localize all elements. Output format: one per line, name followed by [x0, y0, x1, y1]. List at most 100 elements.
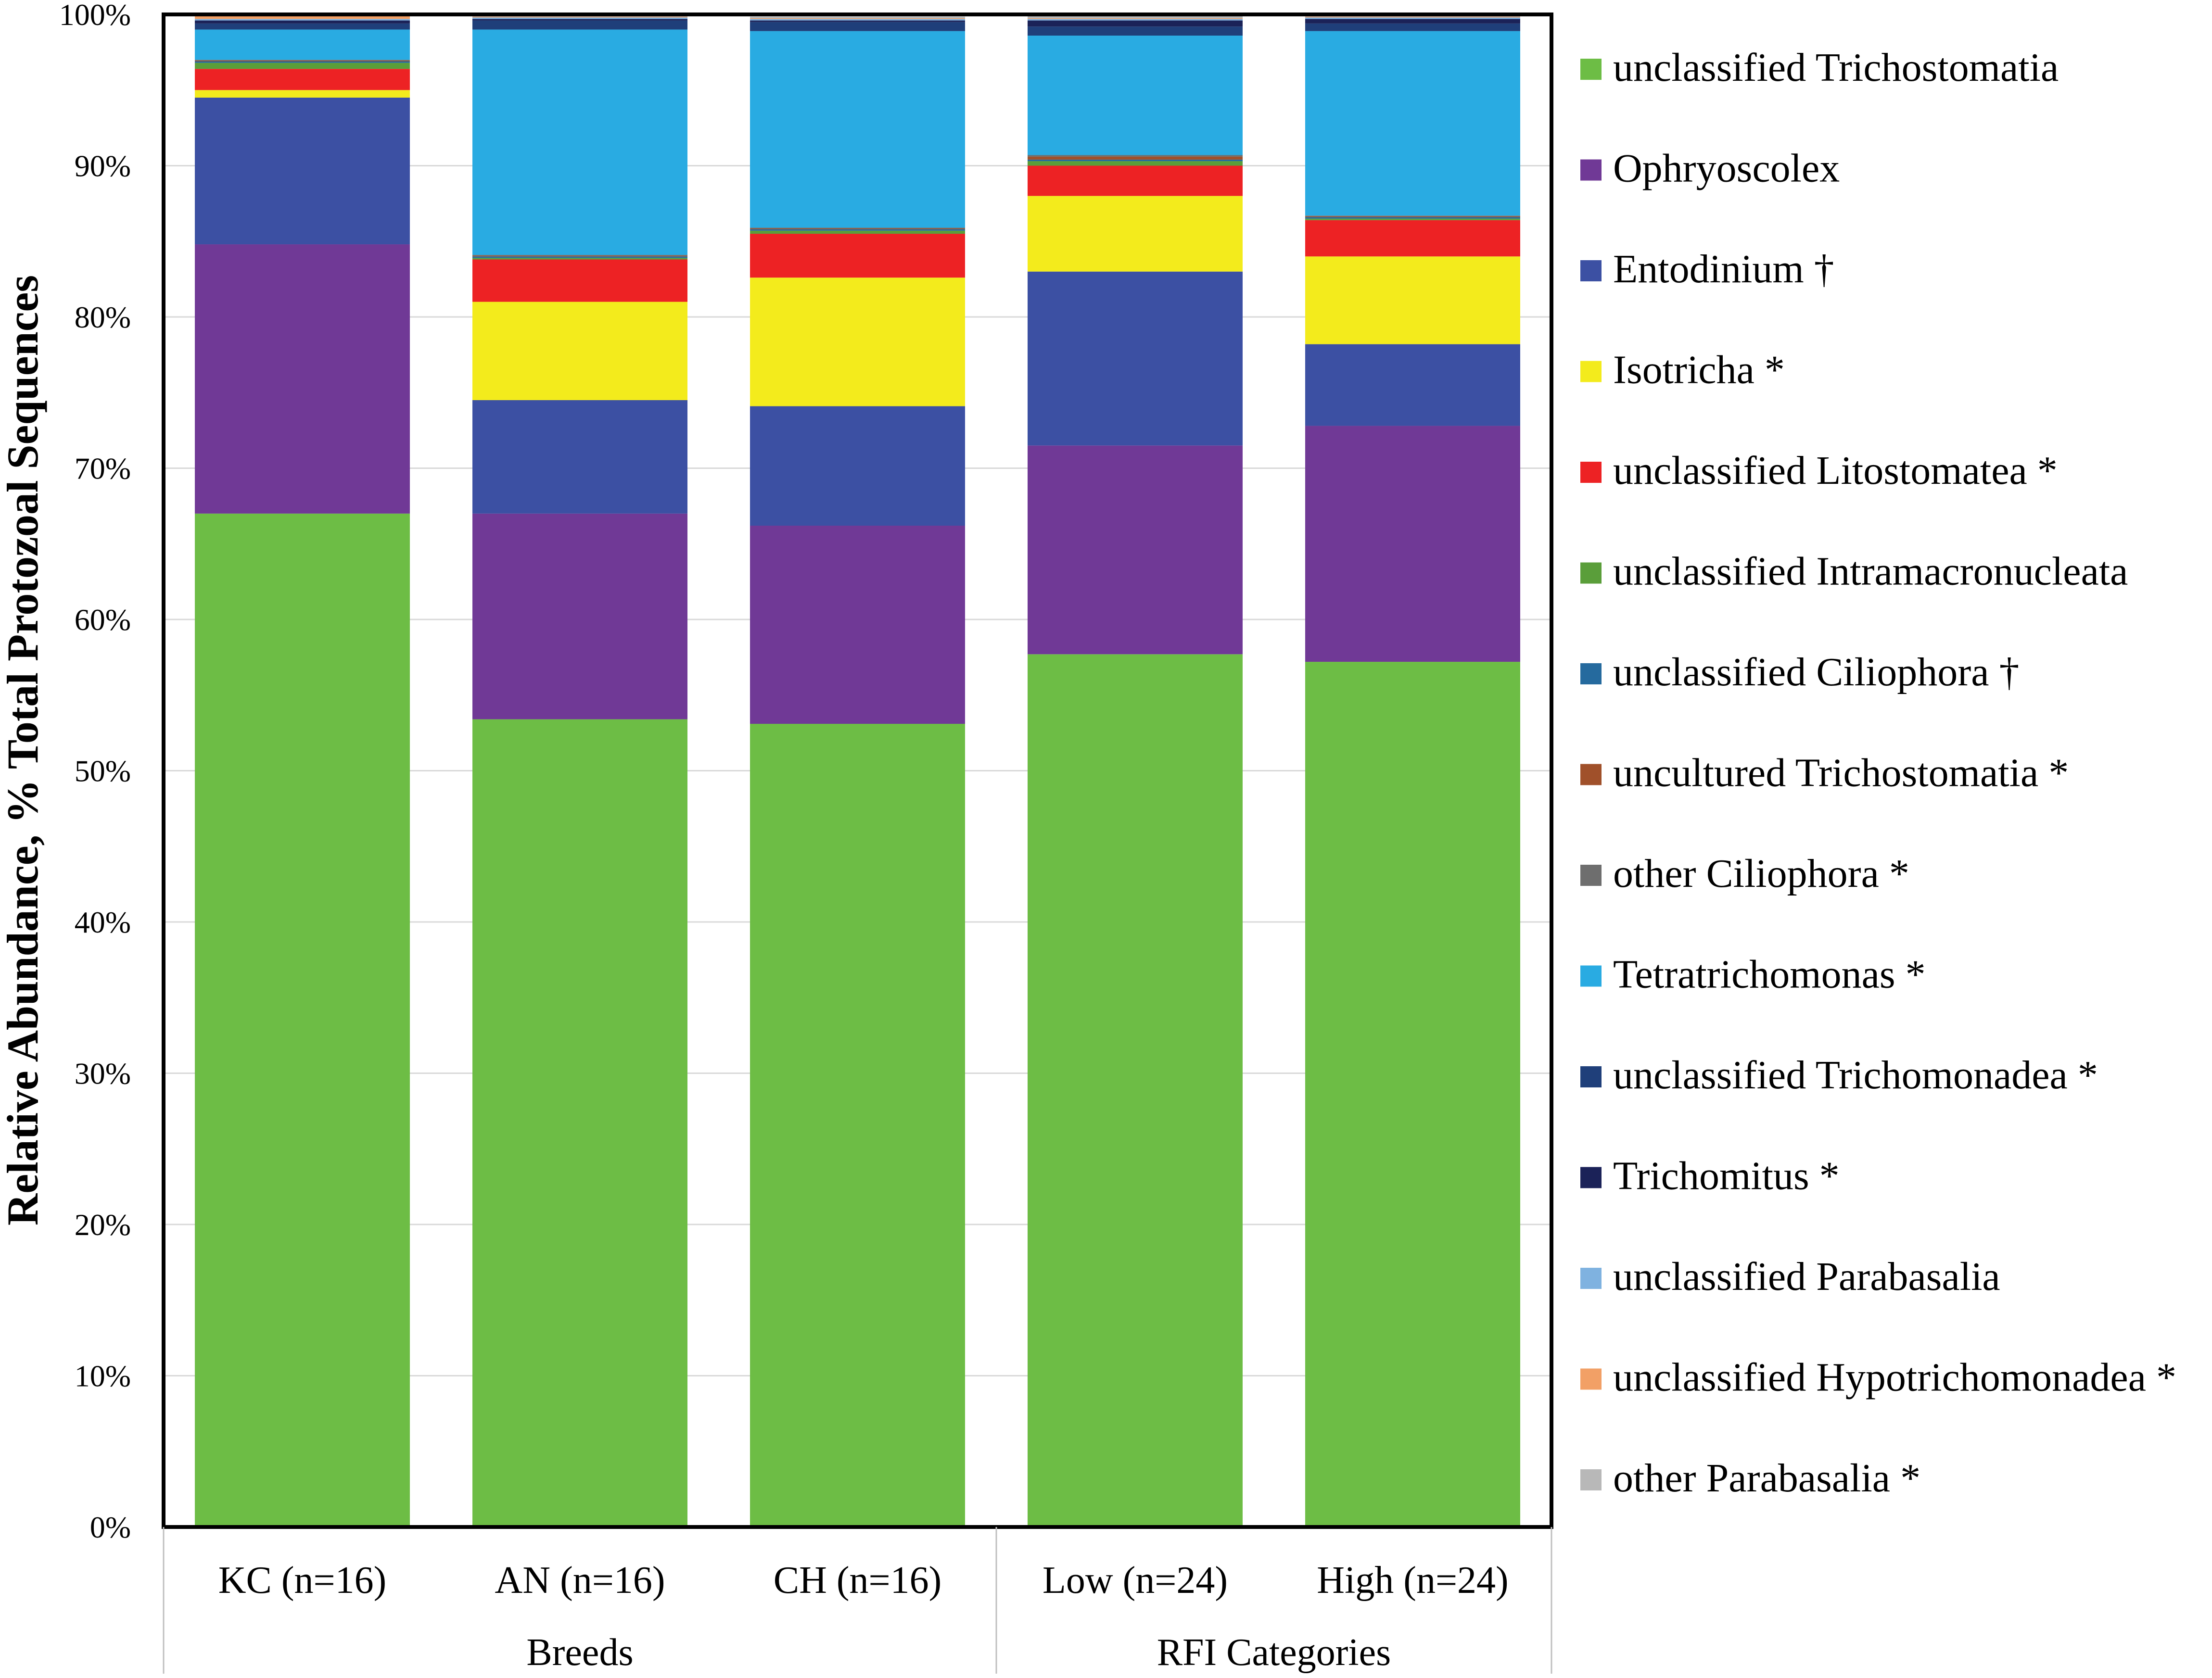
bar-segment-isotricha — [1305, 256, 1520, 344]
bar-segment-unclassified-trichostomatia — [195, 513, 410, 1527]
y-tick-label: 30% — [75, 1057, 131, 1091]
legend-label: Ophryoscolex — [1613, 146, 1840, 191]
bar-segment-trichomitus — [472, 19, 687, 21]
bar-segment-isotricha — [1028, 196, 1243, 272]
bars — [195, 14, 1520, 1527]
bar-segment-unclassified-hypotrichomonadea — [472, 16, 687, 18]
legend-swatch-other-ciliophora — [1580, 865, 1602, 886]
bar-segment-unclassified-parabasalia — [1028, 19, 1243, 21]
bar-segment-entodinium — [1028, 271, 1243, 446]
y-tick-label: 0% — [90, 1510, 131, 1544]
y-tick-label: 80% — [75, 300, 131, 334]
legend-label: other Parabasalia * — [1613, 1456, 1920, 1501]
bar-segment-unclassified-trichostomatia — [750, 724, 965, 1527]
legend-label: Entodinium † — [1613, 247, 1834, 291]
bar-segment-entodinium — [472, 400, 687, 514]
legend-label: Trichomitus * — [1613, 1154, 1840, 1199]
bar-segment-other-ciliophora — [472, 255, 687, 256]
axes — [162, 13, 1553, 1674]
x-category-label: Low (n=24) — [1042, 1559, 1228, 1602]
bar-segment-tetratrichomonas — [1305, 31, 1520, 216]
bar-segment-entodinium — [750, 406, 965, 526]
legend-label: unclassified Parabasalia — [1613, 1254, 2000, 1299]
bar-segment-uncultured-trichostomatia — [472, 255, 687, 257]
bar-segment-unclassified-ciliophora — [472, 256, 687, 258]
bar-segment-isotricha — [472, 302, 687, 400]
legend-label: unclassified Litostomatea * — [1613, 448, 2058, 493]
bar-segment-unclassified-intramacronucleata — [195, 63, 410, 69]
bar-segment-isotricha — [195, 90, 410, 98]
legend-label: unclassified Trichomonadea * — [1613, 1053, 2098, 1098]
bar-segment-unclassified-intramacronucleata — [1028, 161, 1243, 166]
bar-segment-unclassified-hypotrichomonadea — [1305, 16, 1520, 18]
bar-segment-unclassified-parabasalia — [750, 19, 965, 21]
bar-segment-unclassified-parabasalia — [195, 19, 410, 21]
bar-segment-trichomitus — [750, 20, 965, 22]
y-tick-label: 40% — [75, 905, 131, 939]
bar-segment-tetratrichomonas — [1028, 36, 1243, 155]
x-group-labels: Breeds RFI Categories — [526, 1631, 1391, 1674]
bar-segment-unclassified-trichomonadea — [750, 22, 965, 31]
bar-segment-other-ciliophora — [1305, 215, 1520, 216]
legend-label: unclassified Ciliophora † — [1613, 650, 2020, 694]
legend-swatch-unclassified-intramacronucleata — [1580, 562, 1602, 584]
bar-segment-unclassified-trichostomatia — [1305, 662, 1520, 1527]
bar-segment-unclassified-ciliophora — [195, 61, 410, 63]
legend-swatch-unclassified-ciliophora — [1580, 663, 1602, 684]
bar-segment-unclassified-litostomatea — [750, 234, 965, 278]
bar-segment-unclassified-intramacronucleata — [750, 230, 965, 234]
bar-segment-other-parabasalia — [750, 16, 965, 18]
bar-segment-uncultured-trichostomatia — [195, 60, 410, 62]
bar-segment-uncultured-trichostomatia — [1028, 156, 1243, 160]
bar-segment-tetratrichomonas — [472, 29, 687, 255]
legend-label: unclassified Hypotrichomonadea * — [1613, 1355, 2176, 1400]
legend-swatch-isotricha — [1580, 361, 1602, 382]
bar-segment-unclassified-trichomonadea — [195, 23, 410, 30]
y-tick-label: 100% — [59, 0, 131, 32]
bar-segment-entodinium — [195, 97, 410, 245]
legend-label: Isotricha * — [1613, 348, 1785, 392]
bar-segment-ophryoscolex — [1305, 426, 1520, 662]
legend-swatch-ophryoscolex — [1580, 159, 1602, 181]
bar-segment-ophryoscolex — [750, 526, 965, 724]
legend-label: Tetratrichomonas * — [1613, 952, 1926, 997]
y-axis-title: Relative Abundance, % Total Protozoal Se… — [0, 275, 47, 1225]
bar-segment-unclassified-hypotrichomonadea — [195, 16, 410, 19]
bar-segment-unclassified-ciliophora — [750, 229, 965, 231]
legend-swatch-unclassified-hypotrichomonadea — [1580, 1368, 1602, 1390]
legend-swatch-entodinium — [1580, 260, 1602, 281]
x-category-label: AN (n=16) — [495, 1559, 665, 1602]
legend-swatch-uncultured-trichostomatia — [1580, 764, 1602, 785]
x-group-label: Breeds — [526, 1631, 633, 1674]
y-tick-label: 50% — [75, 754, 131, 788]
bar-segment-unclassified-trichostomatia — [1028, 654, 1243, 1527]
bar-segment-tetratrichomonas — [750, 31, 965, 228]
x-category-labels: KC (n=16) AN (n=16) CH (n=16) Low (n=24) Hig… — [218, 1559, 1509, 1602]
bar-segment-ophryoscolex — [195, 244, 410, 514]
y-tick-label: 20% — [75, 1208, 131, 1242]
bar-segment-other-ciliophora — [1028, 155, 1243, 157]
bar-segment-unclassified-parabasalia — [1305, 17, 1520, 19]
bar-segment-unclassified-intramacronucleata — [1305, 218, 1520, 220]
y-tick-label: 90% — [75, 149, 131, 183]
bar-segment-trichomitus — [1028, 20, 1243, 27]
bar-segment-unclassified-hypotrichomonadea — [750, 18, 965, 19]
bar-segment-unclassified-trichostomatia — [472, 719, 687, 1527]
bar-segment-isotricha — [750, 278, 965, 406]
bar-segment-unclassified-parabasalia — [472, 17, 687, 19]
legend-swatch-tetratrichomonas — [1580, 965, 1602, 987]
legend-label: other Ciliophora * — [1613, 851, 1909, 896]
bar-segment-unclassified-trichomonadea — [1305, 23, 1520, 31]
bar-segment-unclassified-litostomatea — [195, 69, 410, 90]
bar-segment-unclassified-hypotrichomonadea — [1028, 18, 1243, 19]
bar-segment-unclassified-trichomonadea — [472, 20, 687, 30]
legend-swatch-trichomitus — [1580, 1167, 1602, 1188]
x-category-label: High (n=24) — [1317, 1559, 1508, 1602]
bar-segment-ophryoscolex — [472, 513, 687, 719]
bar-segment-tetratrichomonas — [195, 29, 410, 60]
x-category-label: CH (n=16) — [774, 1559, 942, 1602]
plot-frame — [162, 13, 1553, 1529]
legend-label: unclassified Intramacronucleata — [1613, 549, 2128, 594]
bar-segment-unclassified-litostomatea — [472, 259, 687, 302]
